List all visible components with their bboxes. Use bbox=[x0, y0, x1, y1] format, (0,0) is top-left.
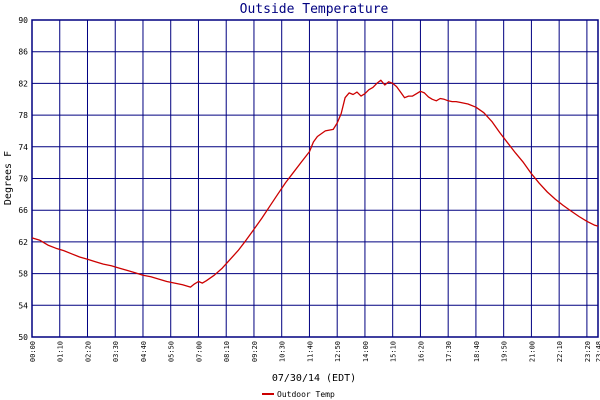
legend: Outdoor Temp bbox=[262, 390, 335, 399]
x-tick-label: 03:30 bbox=[112, 341, 120, 362]
y-tick-label: 62 bbox=[18, 238, 28, 247]
x-tick-label: 07:00 bbox=[195, 341, 203, 362]
x-tick-labels: 00:00 01:10 02:20 03:30 04:40 05:50 07:00 08:10… bbox=[29, 341, 600, 362]
x-tick-label: 23:48 bbox=[595, 341, 600, 362]
x-tick-label: 11:40 bbox=[306, 341, 314, 362]
x-tick-label: 12:50 bbox=[334, 341, 342, 362]
x-tick-label: 17:30 bbox=[445, 341, 453, 362]
x-tick-label: 05:50 bbox=[168, 341, 176, 362]
x-tick-label: 01:10 bbox=[57, 341, 65, 362]
y-tick-label: 58 bbox=[18, 270, 28, 279]
y-tick-label: 78 bbox=[18, 111, 28, 120]
x-tick-label: 18:40 bbox=[473, 341, 481, 362]
series-line-outdoor-temp bbox=[31, 79, 599, 288]
x-tick-label: 22:10 bbox=[556, 341, 564, 362]
y-tick-label: 50 bbox=[18, 333, 28, 342]
y-axis-label: Degrees F bbox=[3, 151, 14, 205]
x-tick-label: 23:20 bbox=[584, 341, 592, 362]
y-tick-label: 74 bbox=[18, 143, 28, 152]
x-axis-label: 07/30/14 (EDT) bbox=[272, 373, 356, 384]
x-tick-label: 19:50 bbox=[501, 341, 509, 362]
series-layer bbox=[31, 79, 599, 288]
x-tick-label: 08:10 bbox=[223, 341, 231, 362]
x-tick-label: 00:00 bbox=[29, 341, 37, 362]
grid-lines bbox=[31, 19, 599, 338]
x-tick-label: 15:10 bbox=[390, 341, 398, 362]
x-tick-label: 02:20 bbox=[84, 341, 92, 362]
y-tick-label: 70 bbox=[18, 175, 28, 184]
x-tick-label: 09:20 bbox=[251, 341, 259, 362]
x-tick-label: 16:20 bbox=[417, 341, 425, 362]
x-tick-label: 21:00 bbox=[528, 341, 536, 362]
y-tick-label: 66 bbox=[18, 206, 28, 215]
y-tick-label: 54 bbox=[18, 301, 28, 310]
legend-label-outdoor-temp: Outdoor Temp bbox=[277, 390, 335, 399]
x-tick-label: 04:40 bbox=[140, 341, 148, 362]
x-tick-label: 10:30 bbox=[279, 341, 287, 362]
chart-title: Outside Temperature bbox=[240, 2, 389, 17]
y-tick-label: 82 bbox=[18, 79, 28, 88]
x-tick-label: 14:00 bbox=[362, 341, 370, 362]
y-tick-label: 86 bbox=[18, 48, 28, 57]
y-tick-label: 90 bbox=[18, 16, 28, 25]
y-tick-labels: 50 54 58 62 66 70 74 78 82 86 90 bbox=[18, 16, 28, 342]
plot-frame bbox=[31, 19, 599, 338]
